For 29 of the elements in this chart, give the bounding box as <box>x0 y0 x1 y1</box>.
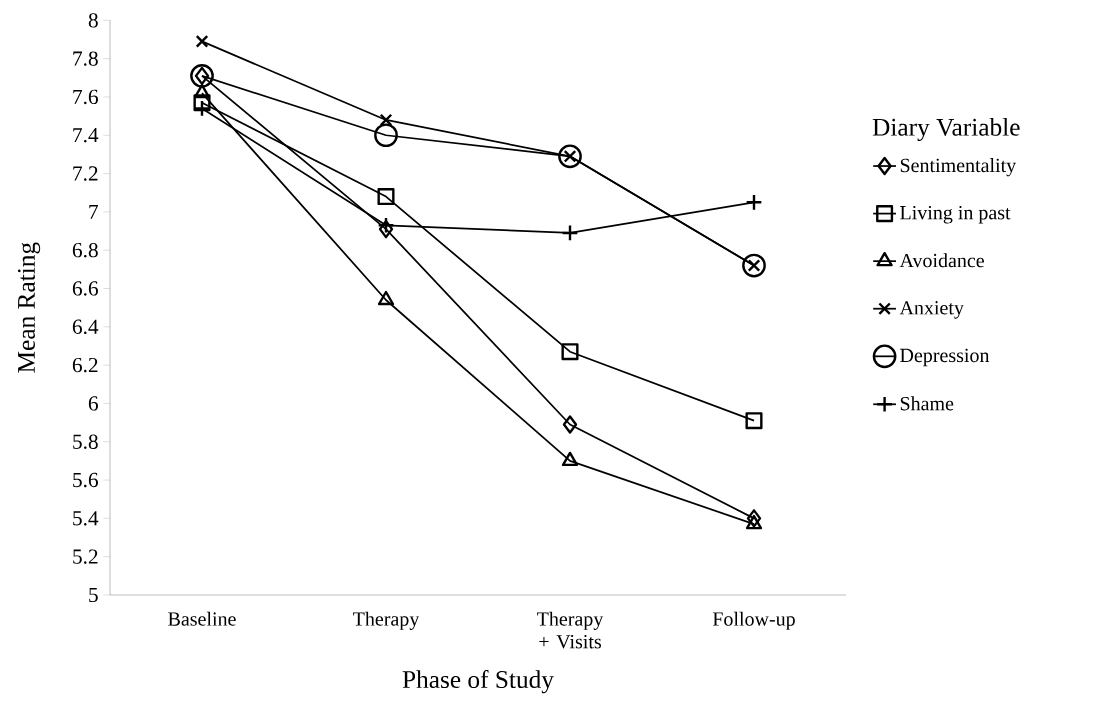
y-tick-label: 7.8 <box>73 51 98 66</box>
y-tick-label: 7.6 <box>73 89 98 105</box>
y-tick-label: 6.8 <box>72 242 98 258</box>
x-axis-title: Phase of Study <box>402 670 554 694</box>
y-axis-title: Mean Rating <box>17 242 41 373</box>
y-tick-label: 6.6 <box>72 281 98 296</box>
y-tick-label: 7.2 <box>73 166 98 181</box>
legend-label: Living in past <box>900 205 1011 224</box>
legend-label: Shame <box>900 396 954 411</box>
legend-label: Depression <box>900 348 990 367</box>
y-tick-label: 5.6 <box>73 472 98 488</box>
legend-title: Diary Variable <box>872 118 1020 142</box>
legend-label: Anxiety <box>899 301 964 319</box>
y-tick-label: 5.8 <box>73 434 98 449</box>
y-tick-label: 5.2 <box>73 549 98 564</box>
y-tick-label: 6.2 <box>72 357 98 373</box>
y-tick-label: 5.4 <box>73 511 99 526</box>
y-tick-label: 8 <box>88 13 98 28</box>
legend-label: Sentimentality <box>900 158 1017 177</box>
legend-label: Avoidance <box>899 253 984 268</box>
x-tick-label: Baseline <box>168 611 236 626</box>
x-tick-label: Follow-up <box>712 611 795 630</box>
x-tick-label: Therapy + Visits <box>537 611 604 649</box>
x-tick-label: Therapy <box>353 611 420 630</box>
y-tick-label: 6 <box>88 396 98 411</box>
y-tick-label: 5 <box>89 587 98 603</box>
y-tick-label: 6.4 <box>72 319 99 335</box>
y-tick-label: 7.4 <box>73 128 99 143</box>
y-tick-label: 7 <box>89 204 99 219</box>
